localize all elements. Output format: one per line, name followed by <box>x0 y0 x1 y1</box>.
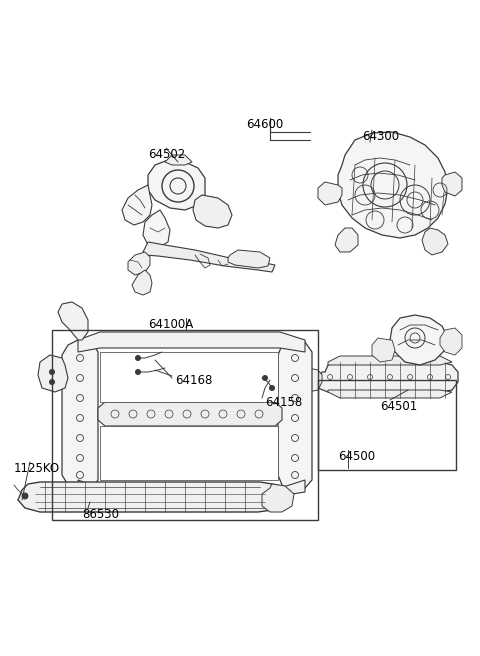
Text: 64158: 64158 <box>265 396 302 409</box>
Polygon shape <box>58 302 88 340</box>
Polygon shape <box>143 242 275 272</box>
Text: 64500: 64500 <box>338 450 375 463</box>
Polygon shape <box>422 228 448 255</box>
Polygon shape <box>335 228 358 252</box>
Polygon shape <box>100 352 278 402</box>
Polygon shape <box>148 160 205 210</box>
Text: 64502: 64502 <box>148 148 185 161</box>
Polygon shape <box>143 210 170 248</box>
Polygon shape <box>38 355 68 392</box>
Polygon shape <box>372 338 395 362</box>
Polygon shape <box>318 362 458 392</box>
Polygon shape <box>193 195 232 228</box>
Text: 64600: 64600 <box>246 118 283 131</box>
Polygon shape <box>165 155 192 165</box>
Text: 64300: 64300 <box>362 130 399 143</box>
Polygon shape <box>78 332 305 352</box>
Polygon shape <box>440 328 462 355</box>
Polygon shape <box>100 426 278 480</box>
Polygon shape <box>390 315 448 365</box>
Polygon shape <box>328 390 452 398</box>
Text: 64100A: 64100A <box>148 318 193 331</box>
Polygon shape <box>300 368 322 392</box>
Text: 1125KO: 1125KO <box>14 462 60 475</box>
Polygon shape <box>338 132 448 238</box>
Polygon shape <box>328 356 452 365</box>
Circle shape <box>135 356 141 361</box>
Polygon shape <box>442 172 462 196</box>
Polygon shape <box>18 482 290 512</box>
Circle shape <box>135 369 141 375</box>
Polygon shape <box>122 185 152 225</box>
Bar <box>318 380 456 470</box>
Text: 64168: 64168 <box>175 374 212 387</box>
Polygon shape <box>228 250 270 268</box>
Text: 86530: 86530 <box>82 508 119 521</box>
Text: 64501: 64501 <box>380 400 417 413</box>
Polygon shape <box>278 340 312 490</box>
Circle shape <box>263 375 267 380</box>
Polygon shape <box>132 270 152 295</box>
Polygon shape <box>318 182 342 205</box>
Polygon shape <box>128 252 150 275</box>
Polygon shape <box>262 484 294 512</box>
Polygon shape <box>98 402 282 426</box>
Polygon shape <box>62 340 98 490</box>
Bar <box>52 330 318 520</box>
Circle shape <box>49 380 55 384</box>
Circle shape <box>22 493 28 499</box>
Polygon shape <box>78 480 305 496</box>
Circle shape <box>49 369 55 375</box>
Circle shape <box>269 386 275 390</box>
